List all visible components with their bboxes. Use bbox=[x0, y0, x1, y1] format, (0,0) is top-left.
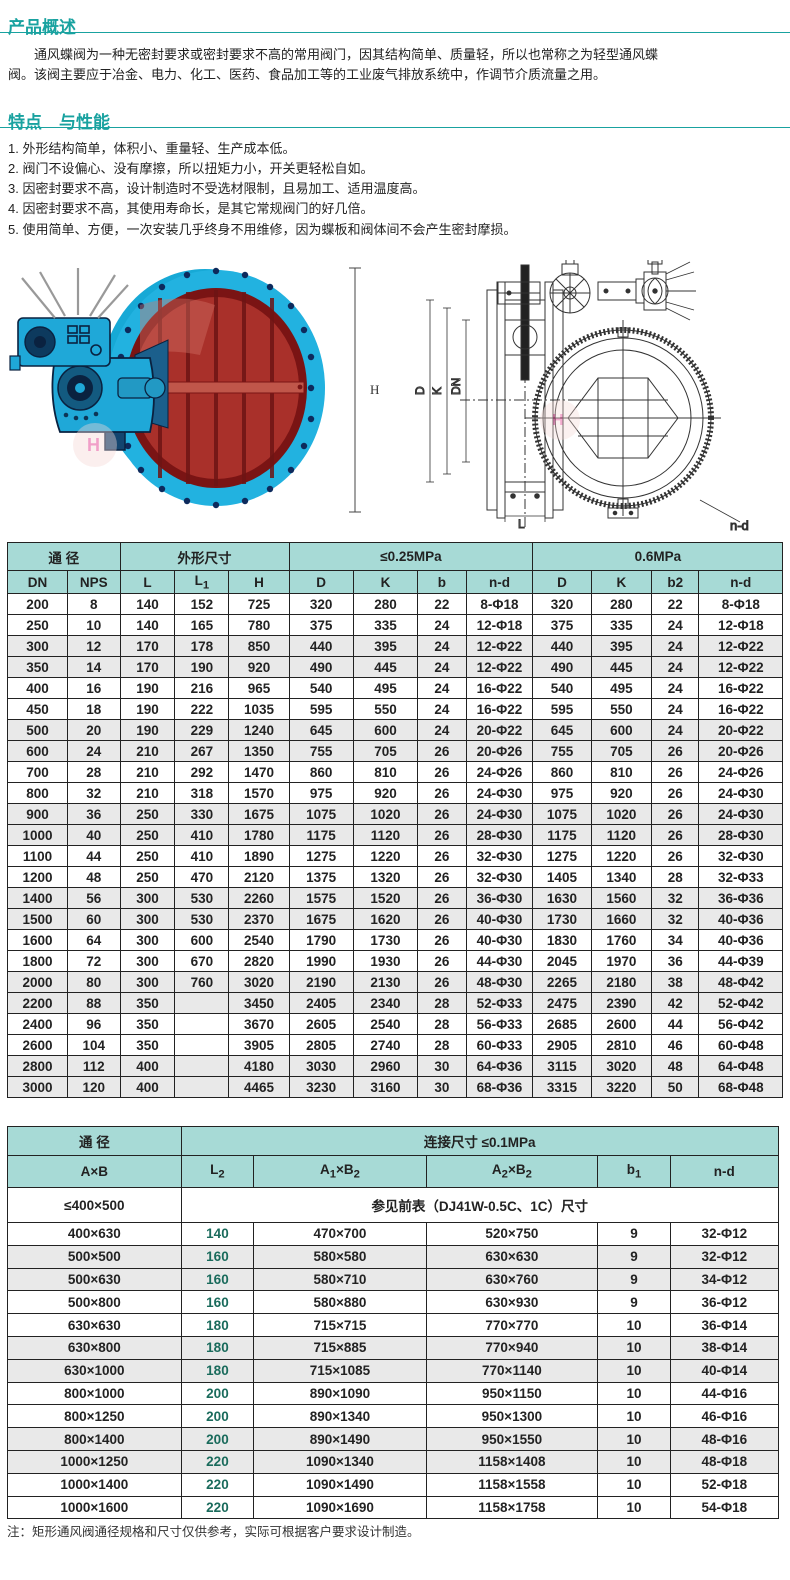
svg-text:H: H bbox=[87, 435, 100, 455]
svg-text:K: K bbox=[430, 387, 444, 395]
svg-text:L: L bbox=[518, 517, 525, 531]
svg-text:H: H bbox=[370, 382, 379, 397]
svg-text:n-d: n-d bbox=[730, 518, 749, 533]
svg-text:D: D bbox=[413, 386, 427, 395]
svg-text:H: H bbox=[552, 412, 564, 429]
svg-text:DN: DN bbox=[449, 378, 463, 395]
